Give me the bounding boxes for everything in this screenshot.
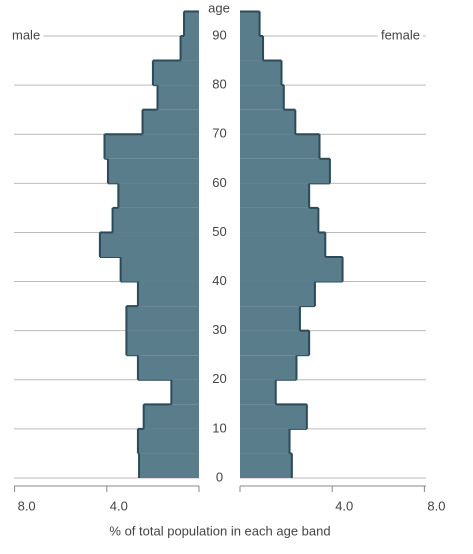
y-tick-label: 50 xyxy=(212,224,226,239)
bar xyxy=(240,355,297,380)
legend-bg xyxy=(9,27,44,43)
bar xyxy=(126,330,199,356)
bar xyxy=(240,379,276,405)
bar xyxy=(240,36,264,61)
x-tick-label: 8.0 xyxy=(18,498,36,513)
bar xyxy=(107,158,199,184)
bar xyxy=(240,404,307,429)
bar xyxy=(240,257,343,282)
bar xyxy=(240,428,290,454)
legend-label: male xyxy=(12,27,40,42)
bar xyxy=(240,158,330,184)
legend-bg xyxy=(377,27,423,43)
legend-label: female xyxy=(381,27,420,42)
bar xyxy=(143,404,199,429)
bar xyxy=(118,183,199,208)
y-tick-label: 80 xyxy=(212,77,226,92)
bar xyxy=(240,453,292,478)
bar xyxy=(137,428,199,454)
bar xyxy=(180,36,199,61)
bar xyxy=(240,330,310,356)
bar xyxy=(240,232,326,257)
x-tick-label: 4.0 xyxy=(335,498,353,513)
y-tick-label: 0 xyxy=(216,469,223,484)
y-axis-label: age xyxy=(208,0,230,15)
bar xyxy=(240,183,310,208)
y-tick-label: 40 xyxy=(212,273,226,288)
y-tick-label: 60 xyxy=(212,175,226,190)
bar xyxy=(240,134,320,159)
bar xyxy=(157,85,199,110)
bar xyxy=(120,257,199,282)
bar xyxy=(152,60,199,86)
y-tick-label: 10 xyxy=(212,420,226,435)
bar xyxy=(240,85,284,110)
bar xyxy=(99,232,199,257)
bar xyxy=(171,379,199,405)
x-tick-label: 8.0 xyxy=(427,498,445,513)
bar xyxy=(112,207,199,233)
x-tick-label: 4.0 xyxy=(110,498,128,513)
bar xyxy=(240,306,300,331)
bar xyxy=(240,11,260,36)
y-tick-label: 70 xyxy=(212,126,226,141)
bar xyxy=(184,11,199,36)
bar xyxy=(240,60,282,86)
bar xyxy=(142,109,199,135)
bar xyxy=(240,207,319,233)
bar xyxy=(139,453,199,478)
bar xyxy=(137,355,199,380)
bar xyxy=(240,281,315,307)
bar xyxy=(104,134,199,159)
bar xyxy=(240,109,296,135)
x-axis-label: % of total population in each age band xyxy=(109,523,330,538)
bar xyxy=(137,281,199,307)
y-tick-label: 20 xyxy=(212,371,226,386)
bar xyxy=(126,306,199,331)
y-tick-label: 90 xyxy=(212,27,226,42)
y-tick-label: 30 xyxy=(212,322,226,337)
